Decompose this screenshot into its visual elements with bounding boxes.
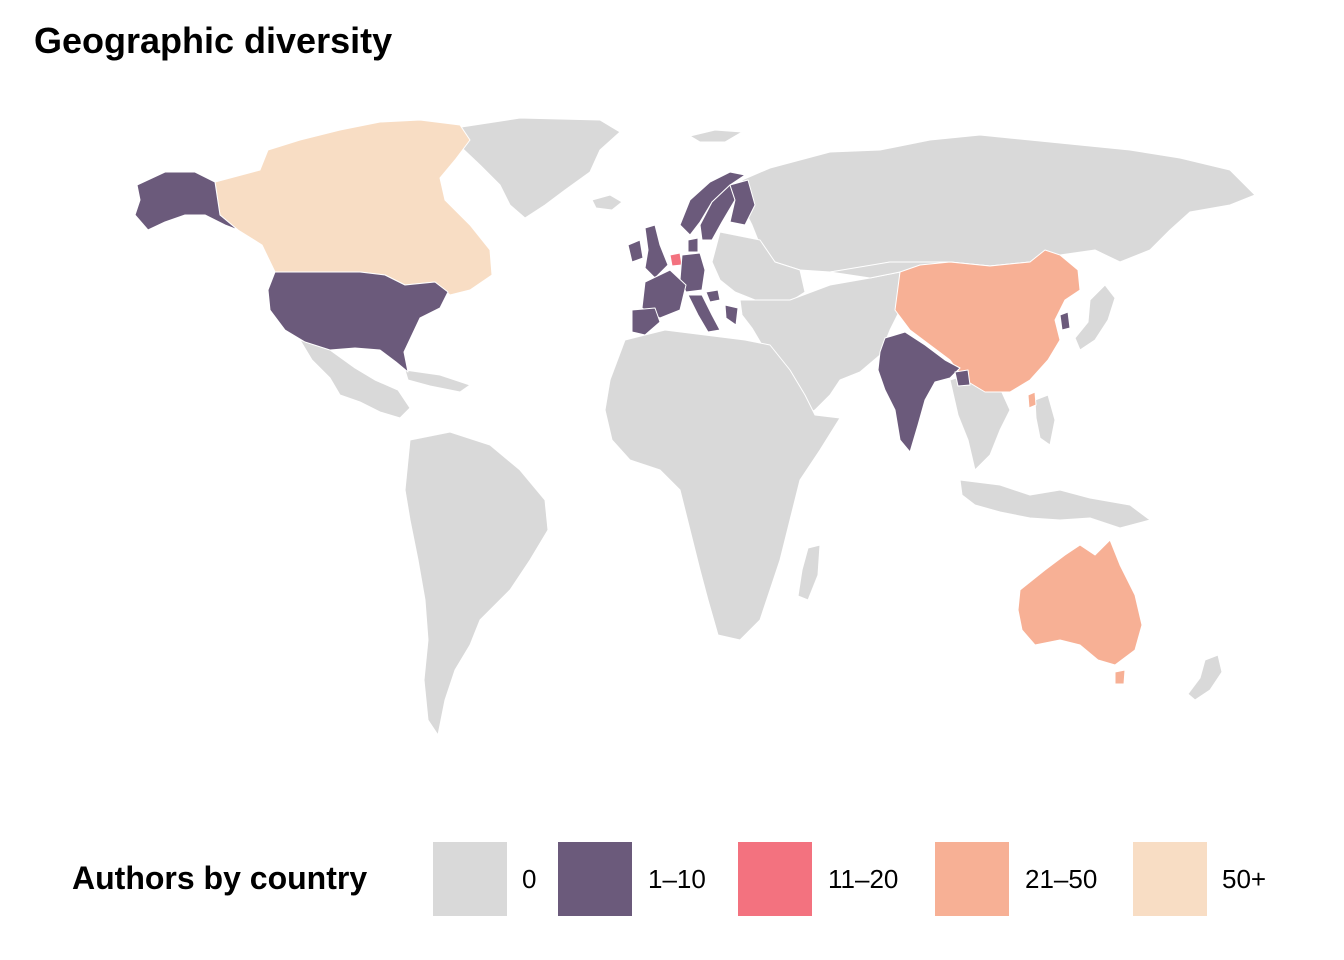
- country-canada: [214, 119, 493, 296]
- country-mexico: [299, 339, 411, 419]
- country-australia: [1017, 539, 1143, 666]
- legend-key-1-10: [558, 842, 632, 916]
- map-title: Geographic diversity: [34, 20, 393, 61]
- country-new-zealand: [1187, 654, 1223, 701]
- country-united-kingdom: [644, 224, 669, 279]
- country-philippines: [1034, 394, 1056, 446]
- country-finland: [729, 179, 756, 226]
- legend: Authors by country 0 1–10 11–20 21–50 50…: [0, 842, 1344, 916]
- legend-label-0: 0: [522, 864, 537, 894]
- country-iceland: [591, 194, 623, 211]
- country-ireland: [627, 239, 644, 263]
- country-caribbean: [404, 369, 471, 393]
- country-norway: [679, 171, 746, 236]
- country-italy: [687, 294, 721, 333]
- country-croatia: [705, 289, 721, 303]
- country-alaska: [134, 171, 239, 231]
- legend-key-11-20: [738, 842, 812, 916]
- country-russia: [741, 134, 1256, 273]
- country-greece: [724, 304, 739, 326]
- legend-label-21-50: 21–50: [1025, 864, 1098, 894]
- country-netherlands: [669, 252, 683, 267]
- country-sweden: [699, 184, 736, 241]
- legend-label-1-10: 1–10: [648, 864, 706, 894]
- country-greenland: [454, 117, 621, 219]
- highlighted-countries: [134, 119, 1143, 685]
- country-indonesia: [959, 479, 1151, 529]
- country-tasmania: [1114, 669, 1126, 685]
- country-svalbard: [689, 129, 743, 143]
- legend-key-50-plus: [1133, 842, 1207, 916]
- legend-title: Authors by country: [72, 860, 368, 896]
- country-japan: [1074, 284, 1116, 351]
- country-africa: [604, 329, 841, 641]
- country-spain: [631, 307, 661, 336]
- country-madagascar: [797, 544, 821, 601]
- legend-label-11-20: 11–20: [828, 864, 899, 894]
- country-denmark: [687, 237, 699, 253]
- legend-key-21-50: [935, 842, 1009, 916]
- country-bangladesh: [954, 369, 971, 387]
- country-south-korea: [1059, 311, 1071, 331]
- country-united-states: [267, 271, 449, 373]
- country-china: [894, 249, 1081, 393]
- legend-key-0: [433, 842, 507, 916]
- country-france: [641, 269, 687, 319]
- country-south-america: [404, 431, 549, 736]
- country-india: [877, 331, 961, 453]
- legend-label-50-plus: 50+: [1222, 864, 1267, 894]
- country-taiwan: [1027, 391, 1037, 409]
- rest-of-world: [299, 117, 1256, 736]
